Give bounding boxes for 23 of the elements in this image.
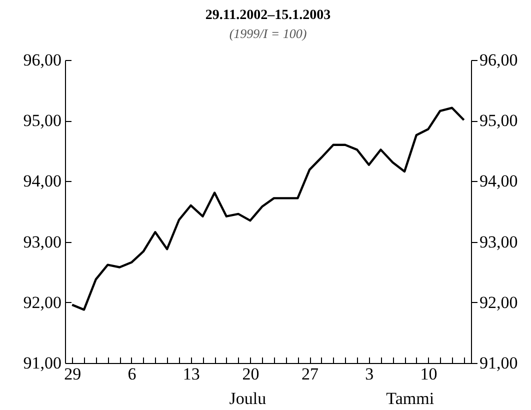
x-tick-label: 6 (128, 364, 136, 384)
y-tick-label: 94,00 (23, 172, 62, 191)
y2-tick-label: 94,00 (480, 172, 518, 191)
text: Joulu (229, 389, 267, 408)
x-tick-label: 29 (64, 364, 82, 384)
y2-tick-label: 93,00 (480, 232, 518, 252)
x-tick-label: 27 (302, 364, 320, 384)
y-tick-label: 91,00 (23, 354, 62, 372)
y2-tick-label: 91,00 (480, 354, 518, 372)
x-tick-label: 13 (182, 364, 200, 384)
x-tick-label: 10 (420, 364, 438, 384)
y-tick-label: 96,00 (23, 50, 62, 70)
y2-tick-label: 95,00 (480, 111, 518, 130)
y2-tick-label: 92,00 (480, 292, 518, 312)
x-tick-label: 20 (242, 364, 260, 384)
chart-subtitle: (1999/I = 100) (229, 26, 307, 41)
y-tick-label: 95,00 (23, 111, 62, 130)
y-tick-label: 93,00 (23, 232, 62, 252)
y-tick-label: 92,00 (23, 292, 62, 312)
text: Tammi (386, 389, 434, 408)
y2-tick-label: 96,00 (480, 50, 518, 70)
x-tick-label: 3 (365, 364, 374, 384)
chart-title: 29.11.2002–15.1.2003 (205, 8, 331, 23)
